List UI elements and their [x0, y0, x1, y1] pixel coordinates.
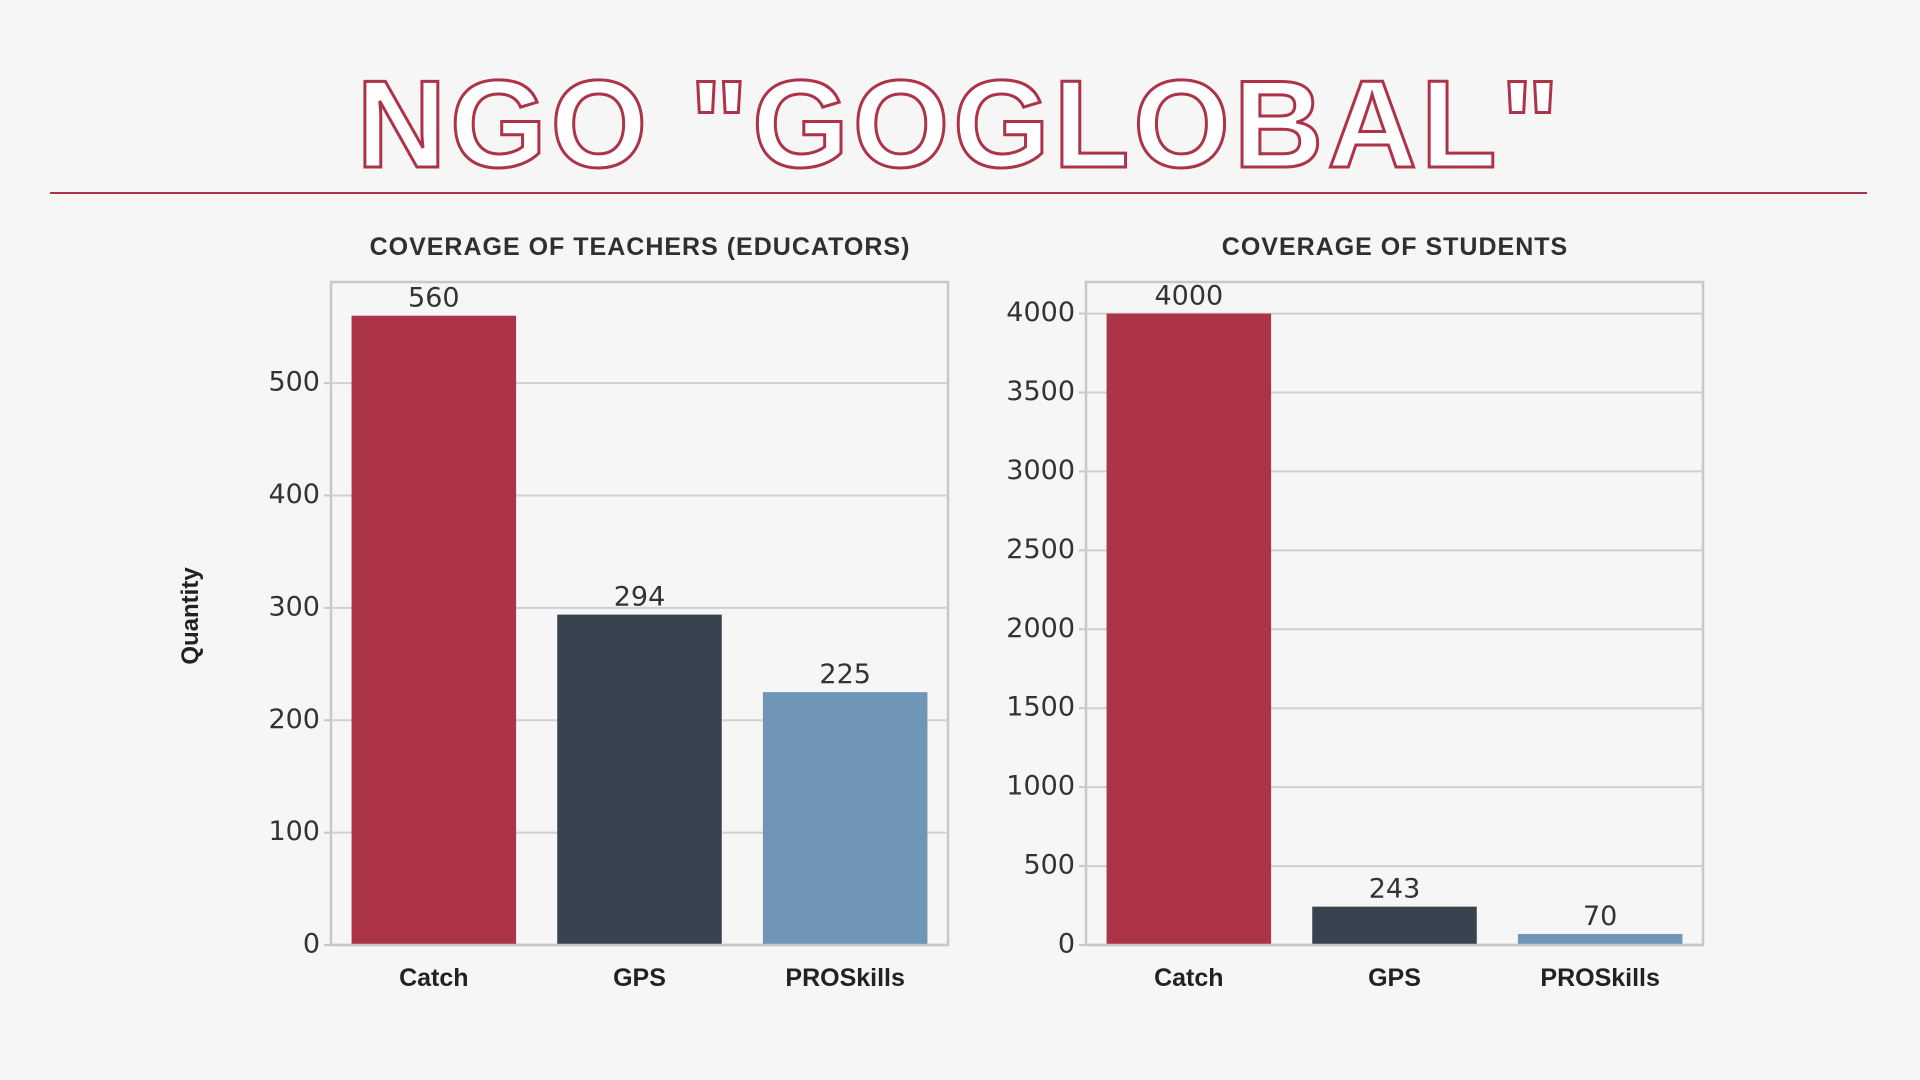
- students-y-tick-label: 4000: [1006, 297, 1075, 328]
- students-bar-catch: [1106, 313, 1272, 946]
- teachers-value-label: 225: [819, 659, 871, 690]
- students-y-tick-label: 500: [1023, 850, 1075, 881]
- page-title: NGO "GOGLOBAL": [355, 55, 1564, 196]
- students-y-tick-label: 2500: [1006, 534, 1075, 565]
- students-bar-gps: [1312, 906, 1477, 945]
- students-y-tick-label: 2000: [1006, 613, 1075, 644]
- students-y-tick-label: 1000: [1006, 771, 1075, 802]
- teachers-category-label: Catch: [399, 964, 468, 992]
- teachers-bar-proskills: [762, 692, 928, 945]
- teachers-y-tick-label: 100: [268, 816, 320, 847]
- teachers-category-label: GPS: [613, 964, 666, 992]
- teachers-y-tick-label: 200: [268, 704, 320, 735]
- teachers-y-tick-label: 500: [268, 367, 320, 398]
- students-y-tick-label: 3000: [1006, 455, 1075, 486]
- students-value-label: 243: [1369, 874, 1421, 905]
- students-y-tick-label: 3500: [1006, 376, 1075, 407]
- students-y-tick-label: 1500: [1006, 692, 1075, 723]
- teachers-bar-catch: [351, 315, 517, 945]
- teachers-y-tick-label: 400: [268, 479, 320, 510]
- students-chart-title: COVERAGE OF STUDENTS: [1221, 233, 1569, 261]
- teachers-category-label: PROSkills: [785, 964, 905, 992]
- teachers-y-tick-label: 0: [303, 929, 320, 960]
- students-value-label: 4000: [1154, 281, 1223, 312]
- students-category-label: PROSkills: [1540, 964, 1660, 992]
- students-category-label: GPS: [1368, 964, 1421, 992]
- teachers-value-label: 294: [614, 582, 666, 613]
- teachers-y-tick-label: 300: [268, 591, 320, 622]
- students-y-tick-label: 0: [1058, 929, 1075, 960]
- teachers-chart-title: COVERAGE OF TEACHERS (EDUCATORS): [369, 233, 911, 261]
- students-value-label: 70: [1583, 901, 1617, 932]
- teachers-bar-gps: [557, 614, 722, 945]
- students-category-label: Catch: [1154, 964, 1223, 992]
- title-divider: [50, 192, 1867, 194]
- teachers-value-label: 560: [408, 283, 460, 314]
- students-bar-proskills: [1517, 933, 1683, 945]
